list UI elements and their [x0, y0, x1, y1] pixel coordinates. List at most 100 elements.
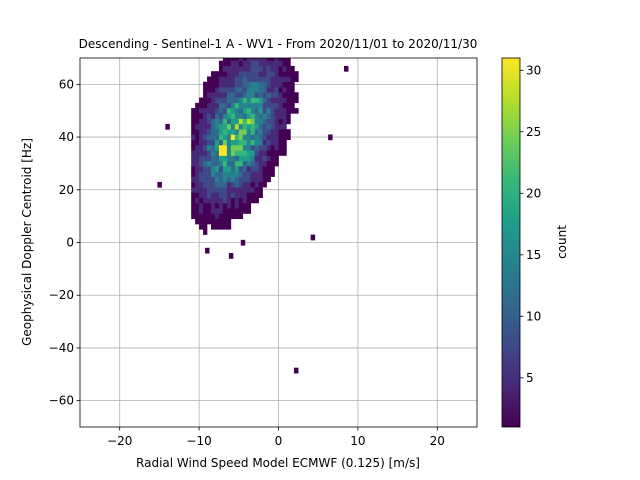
- heatmap-cell: [290, 65, 295, 72]
- heatmap-cell: [218, 134, 224, 141]
- heatmap-cell: [218, 113, 224, 119]
- heatmap-cell: [214, 181, 220, 188]
- heatmap-cell: [254, 187, 259, 193]
- heatmap-cell: [214, 197, 220, 204]
- heatmap-cell: [203, 129, 208, 135]
- heatmap-cell: [238, 150, 244, 156]
- heatmap-cell: [246, 150, 252, 156]
- heatmap-cell: [238, 208, 244, 214]
- y-tick-label: 60: [59, 77, 74, 91]
- heatmap-cell: [222, 208, 228, 214]
- heatmap-cell: [207, 108, 212, 114]
- heatmap-cell: [242, 81, 248, 88]
- heatmap-cell: [222, 76, 228, 83]
- heatmap-cell: [211, 213, 216, 220]
- heatmap-cell: [214, 129, 220, 135]
- heatmap-cell: [250, 176, 255, 183]
- heatmap-cell: [250, 60, 255, 67]
- heatmap-cell: [242, 144, 248, 151]
- heatmap-cell: [270, 76, 275, 83]
- heatmap-cell: [214, 108, 220, 114]
- heatmap-cell: [270, 155, 275, 162]
- heatmap-cell: [274, 81, 279, 88]
- x-tick-label: 10: [350, 434, 365, 448]
- heatmap-cell: [195, 118, 200, 125]
- heatmap-cell: [195, 129, 200, 135]
- heatmap-cell: [226, 81, 232, 88]
- heatmap-cell: [278, 97, 283, 104]
- x-tick-label: −20: [107, 434, 132, 448]
- heatmap-cell: [242, 187, 248, 193]
- heatmap-cell: [218, 202, 224, 209]
- heatmap-cell: [222, 202, 228, 209]
- heatmap-cell: [262, 60, 267, 67]
- heatmap-cell: [226, 76, 232, 83]
- heatmap-cell: [211, 113, 216, 119]
- heatmap-cell: [199, 192, 204, 198]
- heatmap-cell: [262, 150, 267, 156]
- heatmap-cell: [234, 150, 240, 156]
- heatmap-cell: [203, 102, 208, 109]
- heatmap-cell: [222, 150, 228, 156]
- heatmap-cell: [266, 97, 271, 104]
- heatmap-cell: [238, 81, 244, 88]
- heatmap-cell: [207, 155, 212, 162]
- heatmap-cell: [222, 102, 228, 109]
- heatmap-cell: [270, 123, 275, 130]
- heatmap-cell: [266, 102, 271, 109]
- colorbar-tick-label: 10: [526, 309, 541, 323]
- heatmap-cell: [258, 166, 263, 172]
- heatmap-cell: [203, 160, 208, 167]
- heatmap-cell: [250, 71, 255, 77]
- heatmap-cell: [246, 123, 252, 130]
- heatmap-cell: [278, 92, 283, 98]
- heatmap-cell: [211, 208, 216, 214]
- heatmap-cell: [270, 171, 275, 177]
- heatmap-cell: [191, 202, 196, 209]
- heatmap-cell: [262, 76, 267, 83]
- heatmap-cell: [254, 139, 259, 146]
- heatmap-cell: [254, 150, 259, 156]
- heatmap-cell: [238, 102, 244, 109]
- heatmap-cell: [250, 144, 255, 151]
- heatmap-cell: [254, 97, 259, 104]
- heatmap-cell: [195, 197, 200, 204]
- heatmap-cell: [226, 181, 232, 188]
- heatmap-cell: [203, 123, 208, 130]
- heatmap-cell: [207, 208, 212, 214]
- heatmap-cell: [282, 113, 287, 119]
- heatmap-cell: [230, 213, 236, 220]
- heatmap-cell: [191, 176, 196, 183]
- heatmap-cell: [214, 166, 220, 172]
- heatmap-cell: [211, 102, 216, 109]
- heatmap-cell: [258, 176, 263, 183]
- heatmap-cell: [262, 92, 267, 98]
- heatmap-cell: [262, 108, 267, 114]
- heatmap-cell: [274, 108, 279, 114]
- heatmap-cell: [195, 123, 200, 130]
- heatmap-cell: [250, 197, 255, 204]
- heatmap-cell: [203, 218, 208, 225]
- heatmap-cell: [203, 208, 208, 214]
- heatmap-cell: [278, 150, 283, 156]
- heatmap-cell: [258, 155, 263, 162]
- heatmap-cell: [211, 192, 216, 198]
- heatmap-cell: [282, 108, 287, 114]
- heatmap-cell: [199, 166, 204, 172]
- heatmap-cell: [266, 71, 271, 77]
- heatmap-cell: [238, 155, 244, 162]
- heatmap-cell: [238, 202, 244, 209]
- heatmap-cell: [195, 202, 200, 209]
- heatmap-cell: [258, 181, 263, 188]
- heatmap-cell: [254, 197, 259, 204]
- heatmap-cell: [211, 187, 216, 193]
- heatmap-cell: [286, 134, 291, 141]
- heatmap-cell: [234, 76, 240, 83]
- heatmap-cell: [254, 155, 259, 162]
- heatmap-cell: [250, 65, 255, 72]
- heatmap-cell: [270, 97, 275, 104]
- heatmap-cell: [222, 192, 228, 198]
- heatmap-cell: [218, 176, 224, 183]
- heatmap-cell: [242, 202, 248, 209]
- heatmap-cell: [218, 86, 224, 93]
